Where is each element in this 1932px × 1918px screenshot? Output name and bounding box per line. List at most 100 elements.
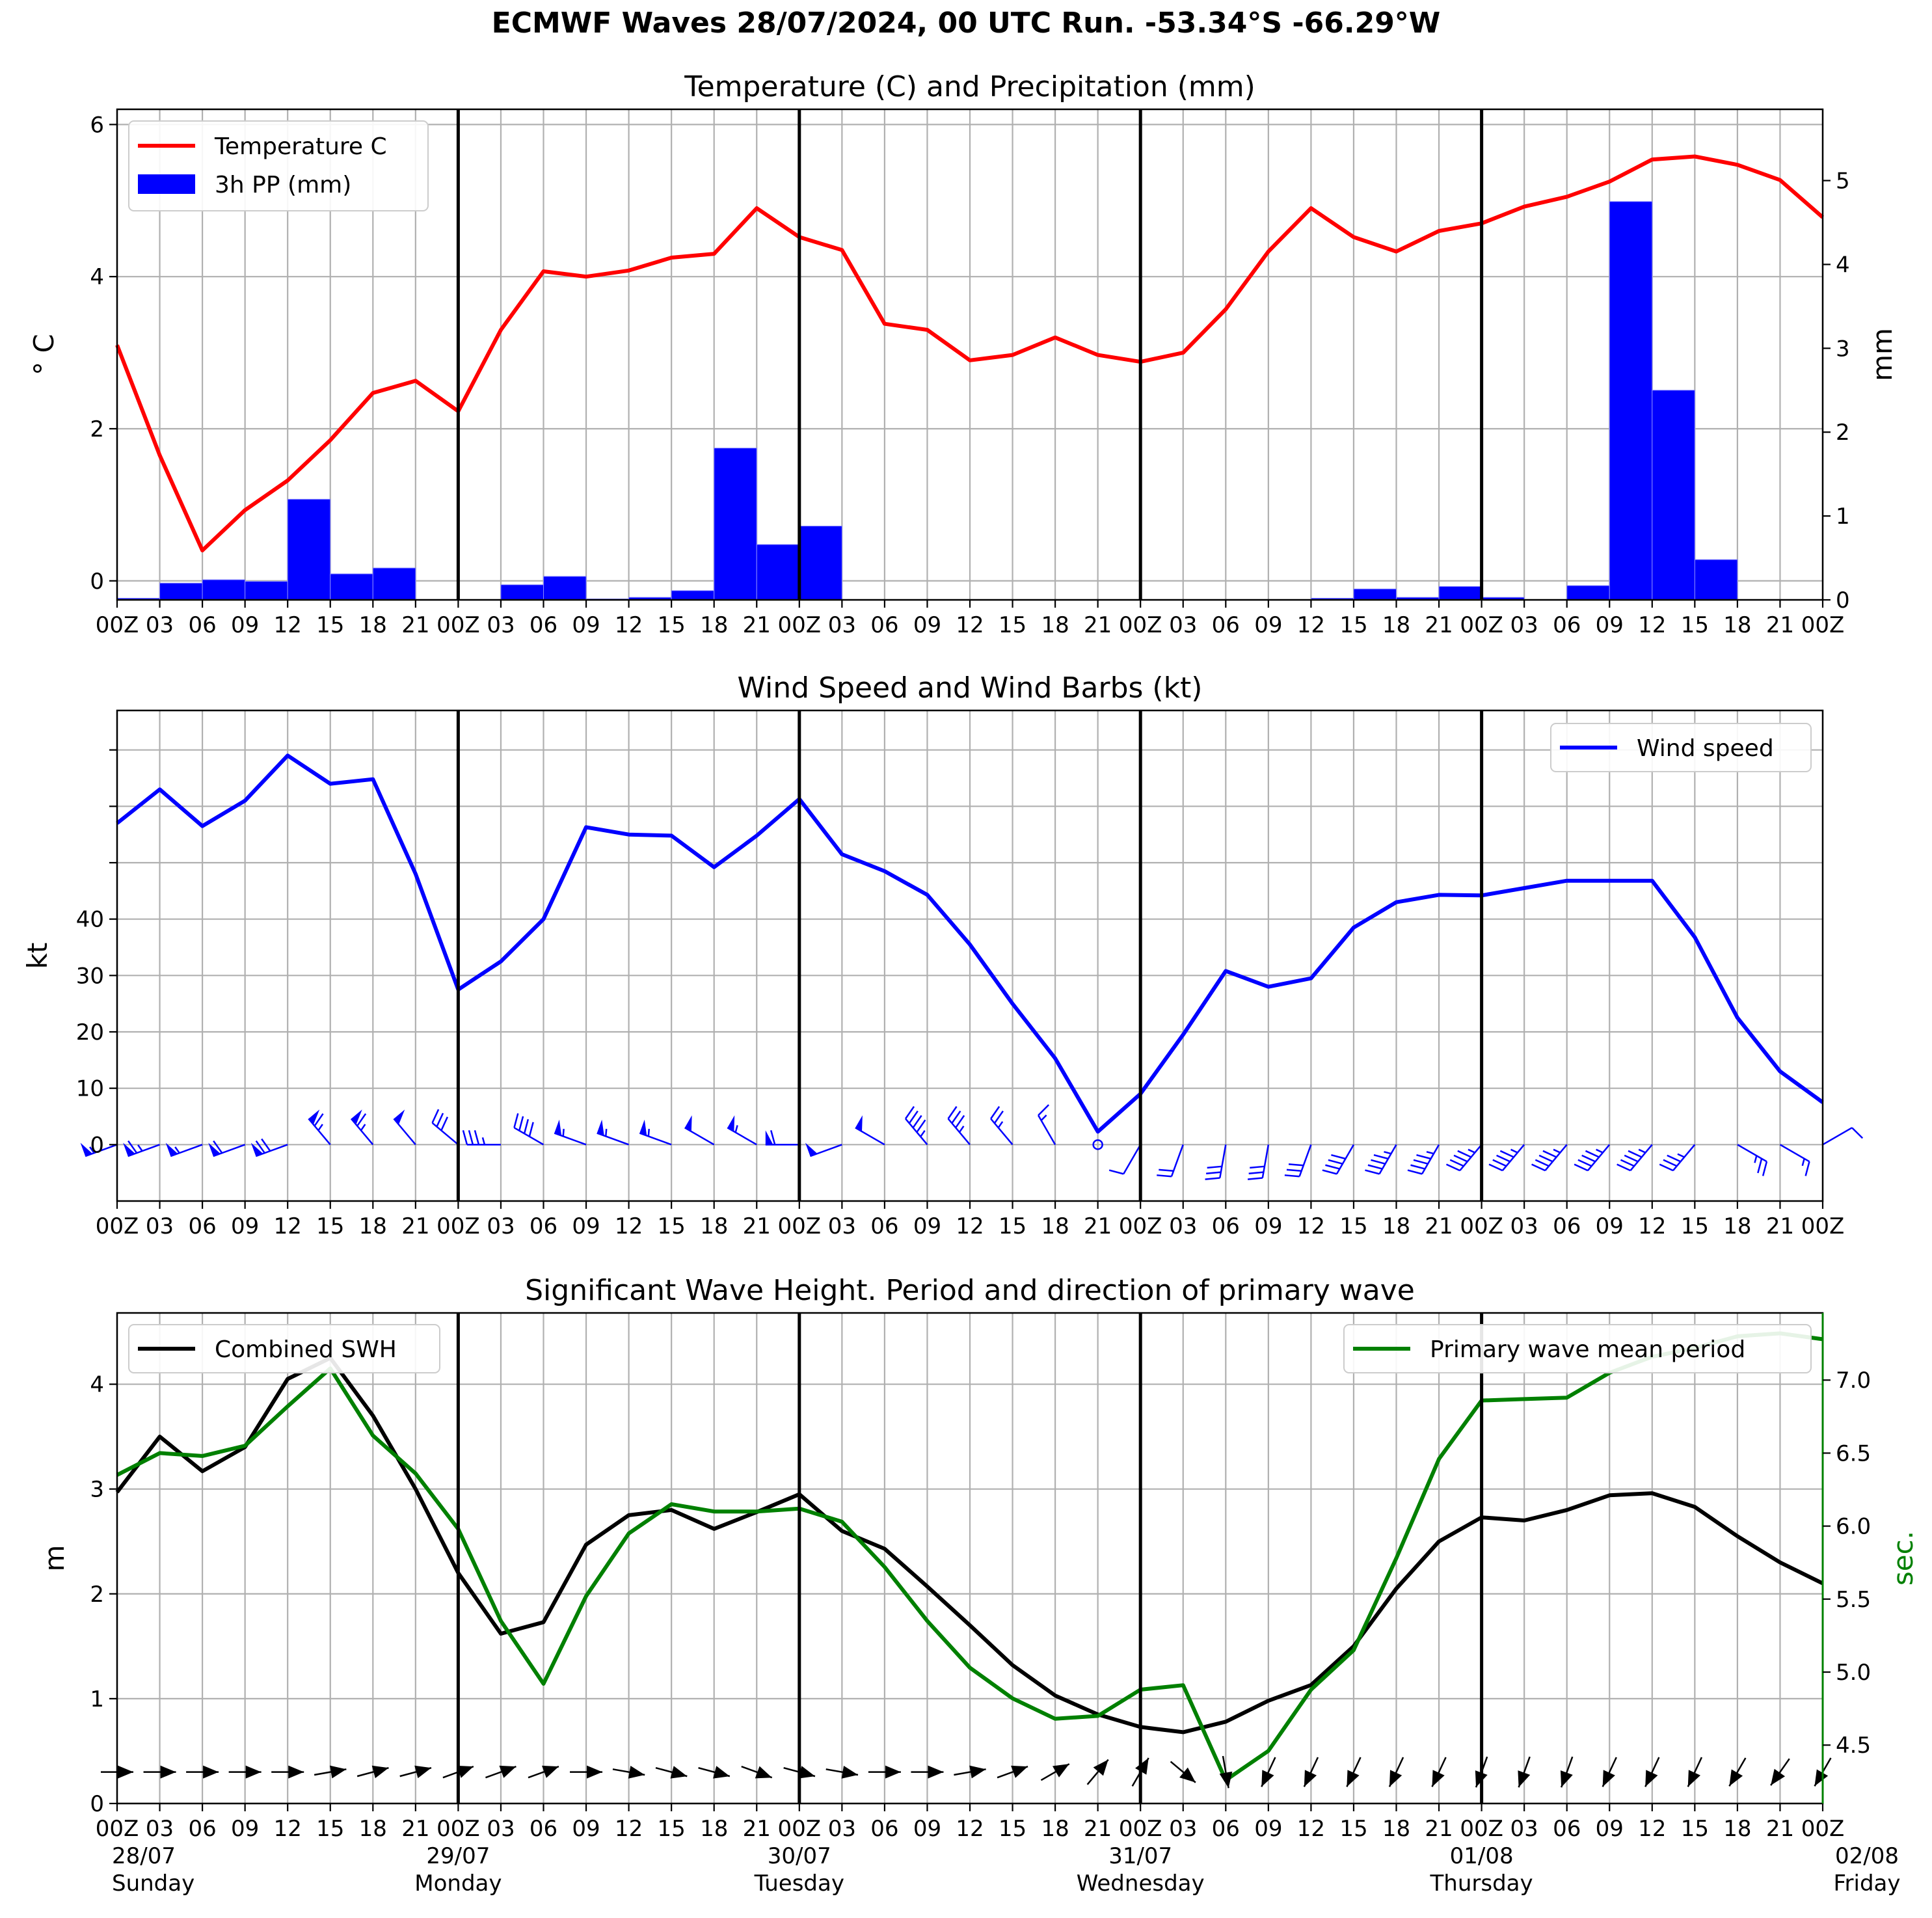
wind-barb-staff [1822, 1127, 1853, 1146]
legend-swatch-precip [138, 174, 195, 194]
wind-barb-full [1286, 1168, 1302, 1172]
wave-direction-arrow [1770, 1758, 1790, 1786]
wind-speed-line-points [116, 755, 1823, 1132]
x-tick-label: 03 [487, 612, 515, 638]
wave-arrow-head [1518, 1770, 1531, 1788]
precip-bar [1609, 201, 1653, 601]
x-tick-label: 06 [870, 1213, 898, 1239]
x-tick-label: 21 [1766, 1816, 1794, 1842]
x-tick-label: 18 [1723, 1816, 1751, 1842]
wind-barb [1488, 1144, 1525, 1172]
day-date-label: 30/07 [768, 1843, 831, 1869]
x-tick-label: 21 [1766, 1213, 1794, 1239]
wind-barb-full [1531, 1163, 1546, 1172]
precip-bar [1566, 585, 1610, 601]
wave-arrow-head [245, 1765, 262, 1779]
wind-barb-full [468, 1130, 474, 1145]
wave-direction-arrow [1040, 1763, 1070, 1781]
x-tick-label: 03 [146, 1816, 174, 1842]
x-tick-label: 15 [658, 1816, 686, 1842]
x-tick-label: 00Z [1801, 1816, 1845, 1842]
y-tick-label: 0 [90, 1132, 104, 1158]
wind-barb [250, 1138, 288, 1157]
wave-arrow-head [542, 1765, 559, 1778]
wave-direction-arrow [570, 1765, 603, 1779]
wind-barb-flag [351, 1109, 362, 1125]
day-name-label: Wednesday [1077, 1871, 1205, 1897]
wind-barb-full [1449, 1159, 1464, 1167]
wave-arrow-head [1304, 1770, 1317, 1787]
wind-barb-full [528, 1122, 534, 1137]
wind-barb-half [1040, 1114, 1047, 1121]
x-tick-label: 06 [1212, 1213, 1240, 1239]
wave-arrow-head [798, 1766, 815, 1779]
precip-bar [1353, 588, 1397, 601]
wind-barb-full [1628, 1150, 1643, 1158]
x-tick-label: 00Z [1801, 612, 1845, 638]
x-tick-label: 12 [274, 1213, 302, 1239]
x-tick-label: 06 [1553, 1816, 1581, 1842]
x-tick-label: 12 [1297, 1816, 1325, 1842]
precip-bar [330, 573, 373, 601]
x-tick-label: 15 [999, 1816, 1026, 1842]
x-tick-label: 06 [870, 612, 898, 638]
precip-bar [245, 581, 288, 601]
x-tick-label: 00Z [1460, 1816, 1503, 1842]
wave-arrow-head [1771, 1768, 1786, 1786]
y-tick-label: 6 [90, 112, 104, 138]
wave-arrow-head [203, 1765, 219, 1779]
wind-barb-full [356, 1113, 367, 1127]
x-tick-label: 00Z [96, 1816, 139, 1842]
wind-barb-full [1538, 1154, 1553, 1163]
wind-barb-half [997, 1121, 1004, 1129]
x-tick-label: 12 [274, 612, 302, 638]
day-name-label: Tuesday [754, 1871, 844, 1897]
wind-barb [1157, 1144, 1184, 1178]
wind-barb-full [1492, 1159, 1507, 1167]
wind-barb-full [904, 1106, 915, 1120]
y-tick-label: 4 [90, 1372, 104, 1398]
y-right-tick-label: 5.0 [1836, 1660, 1871, 1686]
precip-bar [1652, 390, 1695, 601]
wind-barb-half [958, 1126, 965, 1133]
wind-barb-flag [855, 1115, 863, 1132]
wind-barb-full [1250, 1165, 1265, 1169]
x-tick-label: 18 [1041, 612, 1069, 638]
wind-barb-full [1581, 1154, 1596, 1163]
x-tick-label: 09 [913, 612, 941, 638]
x-tick-label: 15 [1681, 612, 1709, 638]
x-tick-label: 03 [1169, 1213, 1197, 1239]
wave-arrow-head [713, 1766, 730, 1779]
wave-direction-arrow [1560, 1756, 1574, 1788]
x-tick-label: 21 [1766, 612, 1794, 638]
y-right-tick-label: 0 [1836, 588, 1850, 614]
y-tick-label: 40 [76, 907, 104, 933]
wind-barb [639, 1119, 672, 1146]
wind-barb-staff [855, 1127, 885, 1146]
wind-barb-full [990, 1106, 1000, 1120]
y-right-tick-label: 6.5 [1836, 1440, 1871, 1466]
wind-barb-full [1488, 1163, 1503, 1172]
wave-arrow-head [1602, 1770, 1615, 1787]
wind-barb [308, 1109, 331, 1146]
wave-direction-arrow [399, 1765, 432, 1779]
wind-barb-full [1328, 1159, 1343, 1165]
y-right-tick-label: 2 [1836, 420, 1850, 446]
wind-barb-full [518, 1116, 524, 1131]
x-tick-label: 12 [1297, 612, 1325, 638]
wave-direction-arrow [655, 1766, 688, 1779]
x-tick-label: 12 [1638, 1213, 1666, 1239]
wind-barb-full [1535, 1159, 1550, 1167]
wind-barb [1574, 1144, 1611, 1172]
y-right-tick-label: 4.5 [1836, 1733, 1871, 1759]
wind-barb-full [1496, 1154, 1510, 1163]
x-tick-label: 09 [572, 1816, 600, 1842]
x-tick-label: 09 [231, 612, 259, 638]
wind-barb-flag [123, 1142, 135, 1157]
legend-label-period: Primary wave mean period [1430, 1336, 1745, 1363]
wind-barb [1737, 1144, 1768, 1176]
y-tick-label: 10 [76, 1076, 104, 1102]
wave-arrow-head [1432, 1770, 1445, 1787]
x-tick-label: 15 [1339, 612, 1367, 638]
wave-direction-arrow [1431, 1757, 1447, 1787]
